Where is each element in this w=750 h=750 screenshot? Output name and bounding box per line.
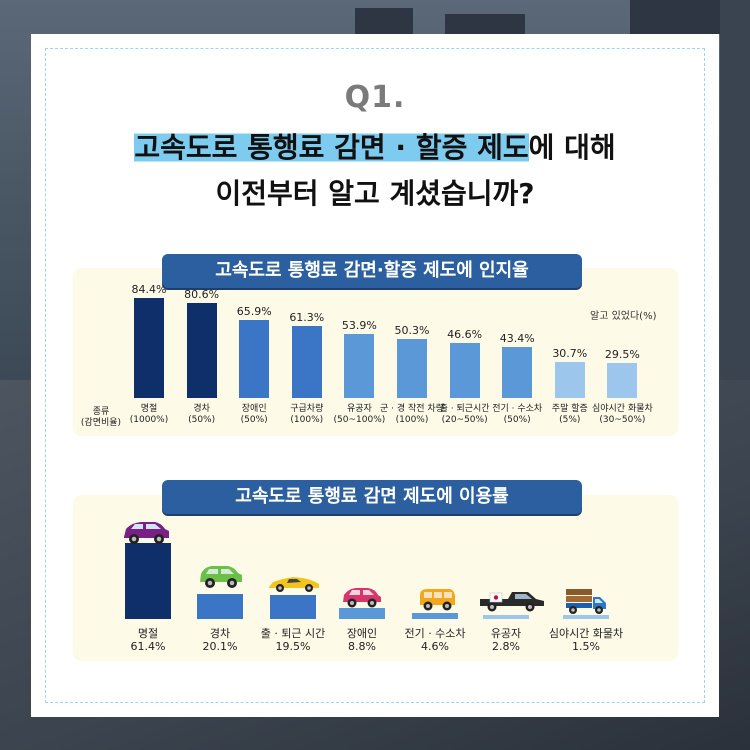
bar xyxy=(563,615,609,619)
black-pickup-truck-icon xyxy=(480,592,544,612)
row-header-label: 종류 (감면비율) xyxy=(80,407,122,428)
page-title-line2: 이전부터 알고 계셨습니까? xyxy=(215,177,535,210)
category-label: 전기 · 수소차 (50%) xyxy=(492,404,543,425)
awareness-chart-title: 고속도로 통행료 감면·할증 제도에 인지율 xyxy=(162,254,582,288)
value-label: 53.9% xyxy=(341,319,377,333)
category-label: 유공자 2.8% xyxy=(490,627,522,653)
dashed-border xyxy=(45,48,705,703)
category-label: 심야시간 화물차 (30~50%) xyxy=(591,404,653,425)
bar xyxy=(270,594,316,619)
category-label: 유공자 (50~100%) xyxy=(333,404,386,425)
bar xyxy=(554,361,585,398)
awareness-unit-label: 알고 있었다(%) xyxy=(590,311,657,322)
bar xyxy=(125,543,171,619)
category-label: 출 · 퇴근시간 (20~50%) xyxy=(439,404,490,425)
category-label: 주말 할증 (5%) xyxy=(551,404,588,425)
bar xyxy=(186,302,217,398)
bar xyxy=(344,334,375,398)
purple-suv-icon xyxy=(124,522,169,544)
category-label: 심야시간 화물차 1.5% xyxy=(548,627,624,653)
bar xyxy=(397,338,427,398)
bar xyxy=(197,594,243,619)
bar xyxy=(134,298,164,398)
value-label: 80.6% xyxy=(184,287,220,301)
yellow-van-icon xyxy=(420,589,455,611)
value-label: 46.6% xyxy=(447,328,483,341)
value-label: 50.3% xyxy=(394,323,430,337)
bar xyxy=(291,325,322,398)
value-label: 84.4% xyxy=(131,283,167,297)
value-label: 30.7% xyxy=(552,346,588,360)
value-label: 29.5% xyxy=(604,348,640,362)
page-title-line1: 고속도로 통행료 감면 · 할증 제도에 대해 xyxy=(0,126,750,166)
category-label: 장애인 (50%) xyxy=(240,404,268,425)
green-compact-car-icon xyxy=(200,566,242,588)
category-label: 장애인 8.8% xyxy=(346,627,378,653)
category-label: 전기 · 수소차 4.6% xyxy=(404,627,466,653)
title-rest: 에 대해 xyxy=(528,131,616,164)
bar xyxy=(607,363,638,398)
blue-cargo-truck-icon xyxy=(566,589,606,614)
usage-panel xyxy=(73,495,678,661)
category-label: 출 · 퇴근 시간 19.5% xyxy=(260,627,326,653)
awareness-panel xyxy=(73,268,678,436)
value-label: 61.3% xyxy=(289,310,325,324)
title-highlight: 고속도로 통행료 감면 · 할증 제도 xyxy=(134,131,529,164)
value-label: 65.9% xyxy=(236,305,272,319)
value-label: 43.4% xyxy=(499,331,535,345)
category-label: 경차 (50%) xyxy=(188,404,216,425)
category-label: 명절 (1000%) xyxy=(129,404,169,425)
bar xyxy=(412,613,458,619)
category-label: 명절 61.4% xyxy=(130,627,166,653)
bar xyxy=(239,320,270,398)
category-label: 군 · 경 작전 차량 (100%) xyxy=(380,404,444,425)
bar xyxy=(339,608,385,619)
usage-chart-title: 고속도로 통행료 감면 제도에 이용률 xyxy=(162,480,582,514)
question-number: Q1. xyxy=(344,80,406,115)
category-label: 경차 20.1% xyxy=(202,627,238,653)
category-label: 구급차량 (100%) xyxy=(290,404,324,425)
bar xyxy=(449,343,480,398)
pink-car-icon xyxy=(343,588,381,608)
yellow-sports-car-icon xyxy=(269,577,319,592)
bar xyxy=(502,346,533,398)
bar xyxy=(483,615,529,619)
